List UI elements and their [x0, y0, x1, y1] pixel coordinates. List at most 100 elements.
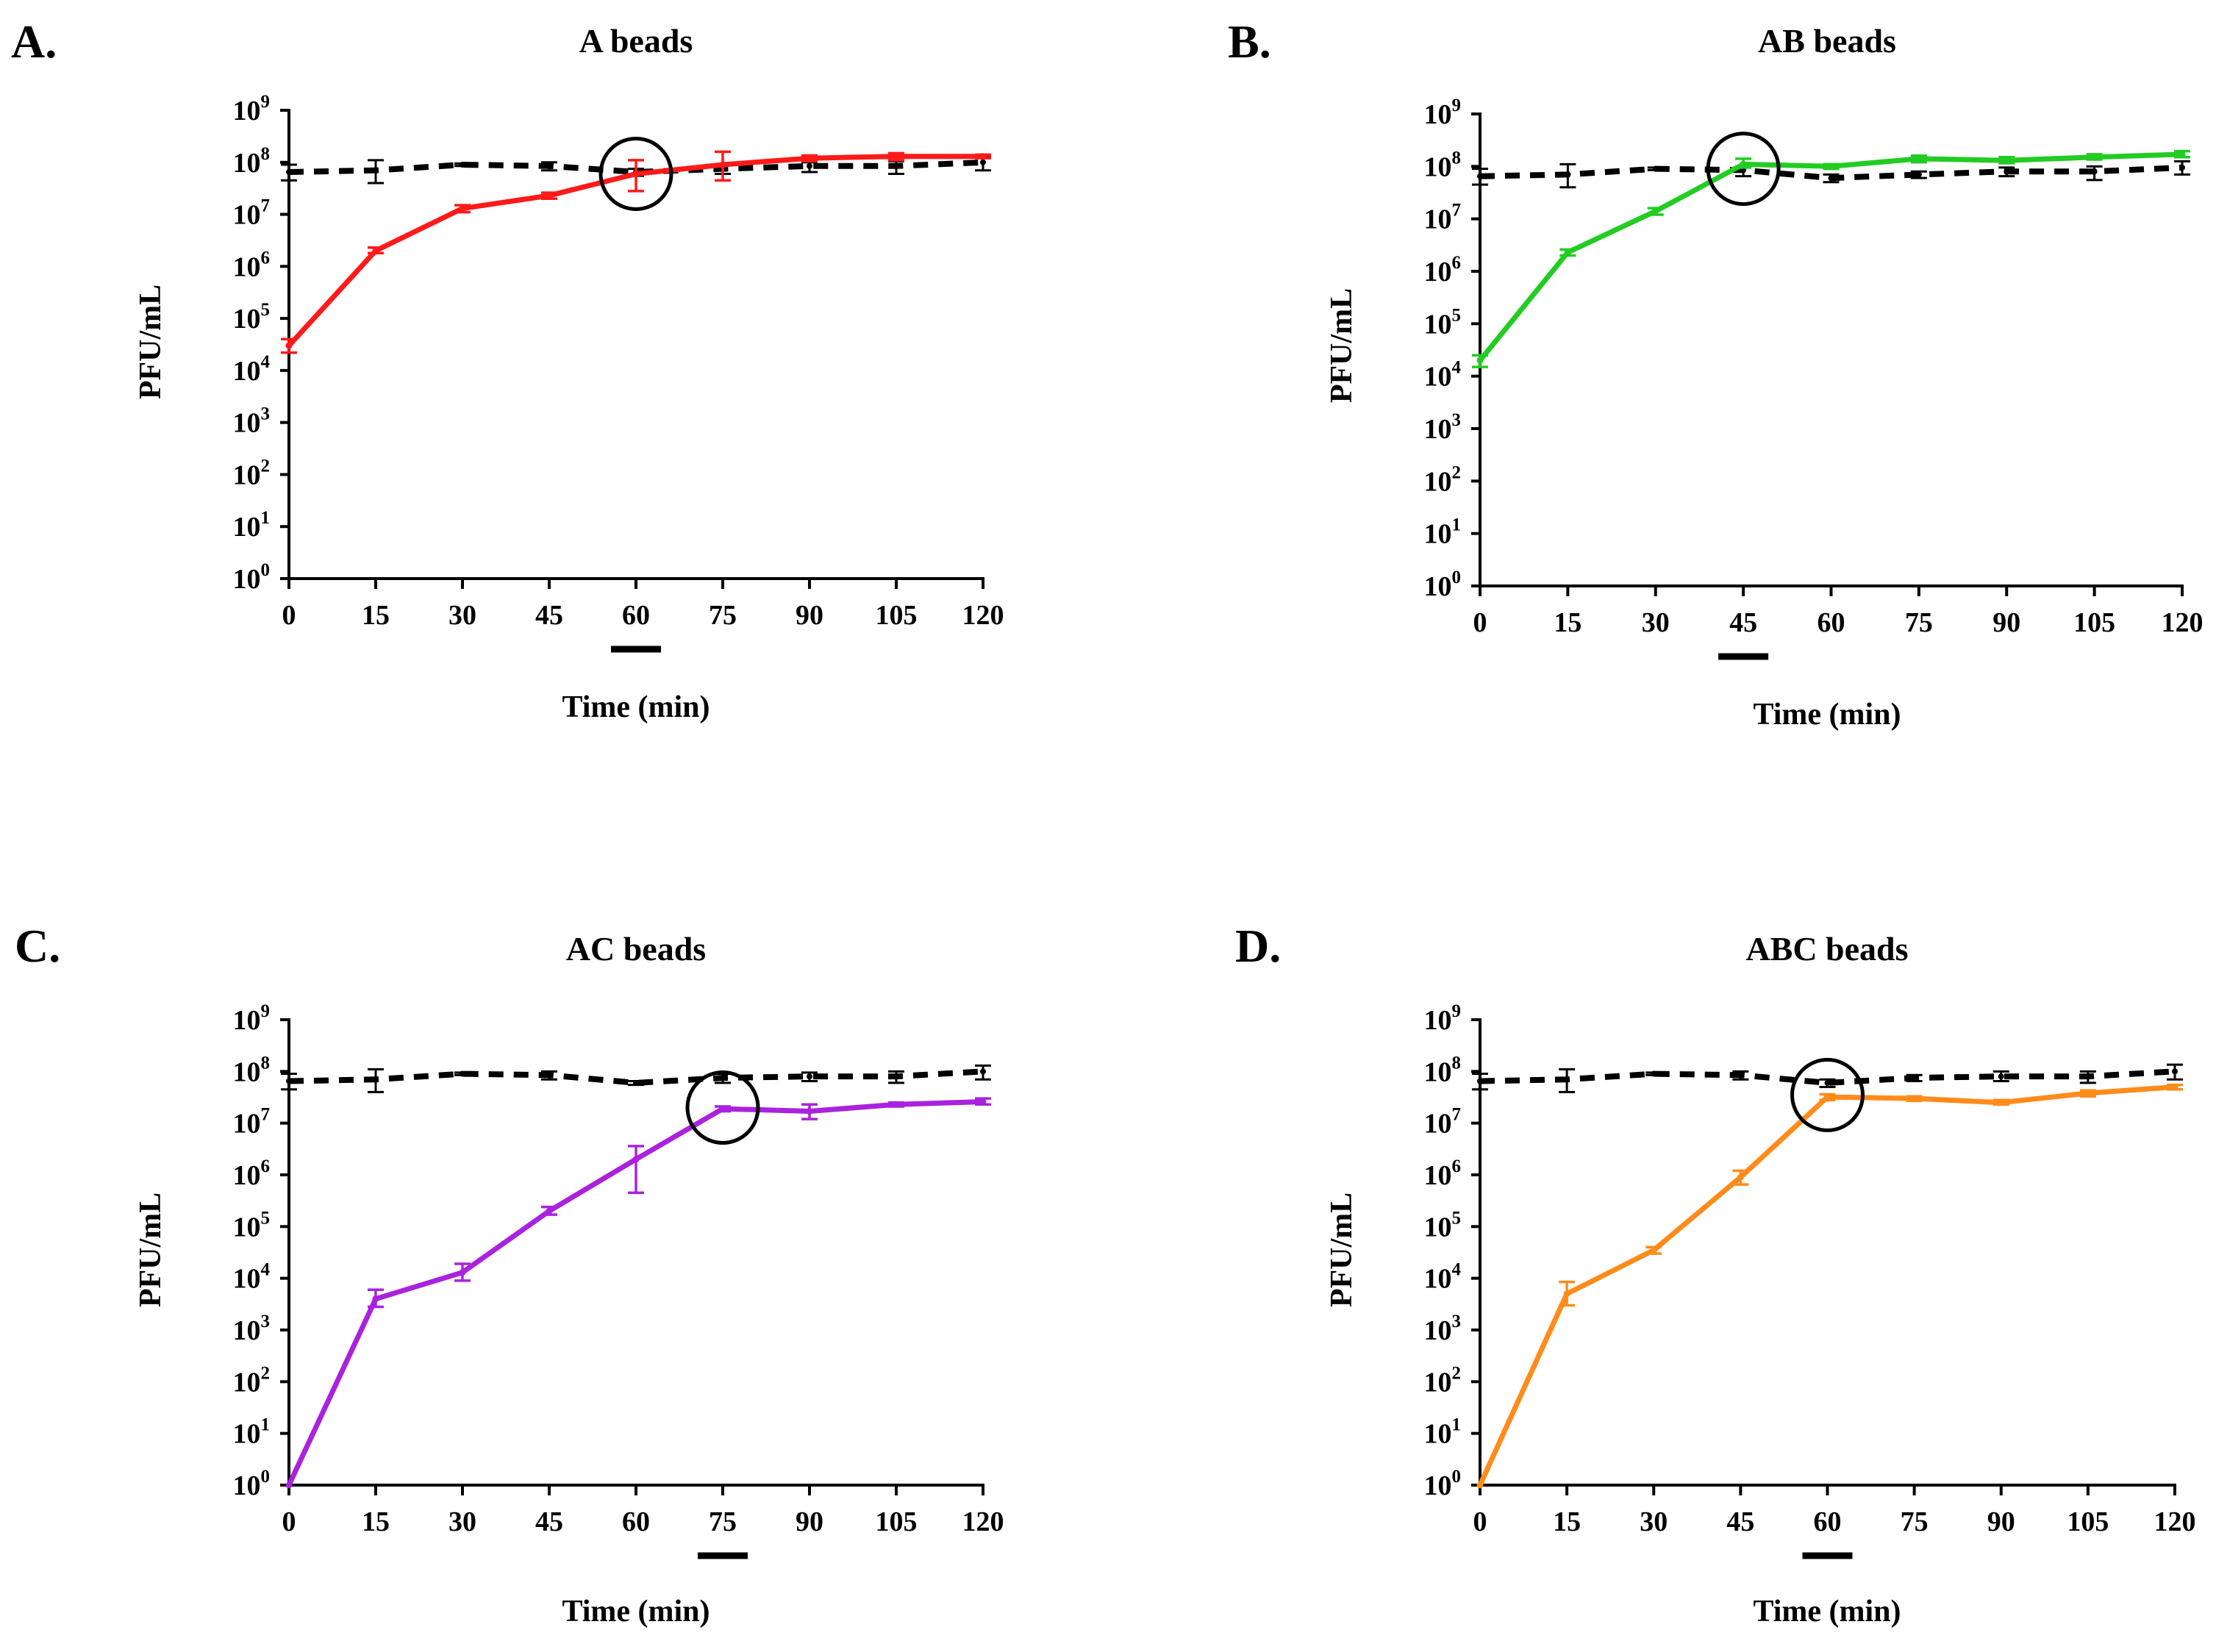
control-data-point [2172, 1068, 2178, 1075]
y-tick-base: 10 [1424, 1212, 1452, 1242]
beads-data-point [1652, 207, 1659, 215]
y-tick-base: 10 [233, 460, 261, 490]
x-tick-label: 45 [535, 600, 563, 631]
y-tick-exponent: 0 [261, 560, 271, 580]
control-data-point [980, 159, 986, 165]
y-tick-exponent: 4 [1452, 1260, 1462, 1280]
chart-title: ABC beads [1745, 930, 1908, 968]
y-tick-exponent: 9 [1452, 96, 1462, 115]
x-tick-label: 120 [962, 1506, 1004, 1537]
y-tick-exponent: 1 [1452, 1415, 1462, 1435]
y-tick-exponent: 6 [261, 1156, 271, 1176]
control-data-point [286, 1078, 292, 1084]
y-tick-label: 108 [233, 144, 271, 179]
y-tick-label: 102 [233, 456, 271, 490]
x-tick-label: 0 [1473, 607, 1487, 638]
beads-series-line [1478, 151, 2183, 362]
control-data-point [1998, 1073, 2004, 1080]
beads-data-point [632, 1156, 640, 1163]
y-tick-base: 10 [1424, 1005, 1452, 1036]
y-tick-label: 100 [233, 1467, 271, 1501]
x-tick-label: 75 [709, 600, 737, 631]
y-tick-label: 102 [233, 1363, 271, 1398]
x-axis-label: Time (min) [1753, 698, 1901, 732]
control-data-point [893, 162, 899, 169]
control-data-point [2084, 1073, 2091, 1080]
y-tick-exponent: 5 [261, 300, 271, 320]
y-tick-label: 104 [1424, 1260, 1462, 1295]
beads-data-point [632, 170, 640, 177]
control-data-point [286, 169, 292, 176]
y-tick-label: 100 [233, 560, 271, 595]
chart-title: AC beads [566, 930, 706, 968]
y-axis-label: PFU/mL [1325, 288, 1359, 403]
x-tick-label: 0 [282, 600, 296, 631]
y-tick-base: 10 [1424, 571, 1452, 602]
x-tick-label: 75 [1901, 1506, 1929, 1537]
y-tick-label: 107 [233, 196, 271, 231]
x-tick-label: 30 [448, 600, 476, 631]
y-tick-base: 10 [1424, 1315, 1452, 1346]
y-tick-base: 10 [1424, 1109, 1452, 1140]
control-series-line [1479, 1068, 2176, 1086]
y-tick-base: 10 [233, 148, 261, 179]
x-tick-label: 105 [2067, 1506, 2109, 1537]
panel-d: D. ABC beads Time (min) PFU/mL 100101102… [1235, 920, 2196, 1628]
control-data-point [1565, 171, 1571, 178]
control-data-point [1828, 175, 1834, 182]
control-data-point [1477, 173, 1483, 179]
control-data-point [373, 1076, 379, 1083]
beads-data-point [372, 1295, 379, 1303]
y-tick-exponent: 2 [261, 456, 271, 476]
x-tick-label: 0 [282, 1506, 296, 1537]
highlight-circle [598, 136, 673, 211]
control-data-point [460, 1070, 465, 1077]
panel-letter: D. [1235, 920, 1281, 972]
x-tick-label: 30 [1642, 607, 1670, 638]
y-tick-exponent: 3 [261, 404, 271, 424]
y-tick-label: 101 [1424, 1415, 1462, 1450]
chart-title: AB beads [1758, 22, 1896, 60]
beads-data-point [1911, 1095, 1918, 1102]
y-tick-exponent: 2 [1452, 462, 1462, 482]
y-axis-label: PFU/mL [134, 285, 168, 399]
x-tick-label: 0 [1473, 1506, 1487, 1537]
y-tick-label: 103 [1424, 1312, 1462, 1346]
y-tick-exponent: 8 [261, 1053, 271, 1073]
x-tick-label: 60 [622, 1506, 650, 1537]
x-tick-label: 75 [709, 1506, 737, 1537]
y-tick-label: 109 [1424, 1001, 1462, 1036]
x-axis-label: Time (min) [562, 1595, 710, 1628]
y-tick-base: 10 [1424, 519, 1452, 550]
y-tick-exponent: 2 [261, 1363, 271, 1383]
y-tick-label: 109 [233, 92, 271, 126]
beads-data-point [979, 1098, 987, 1105]
x-tick-label: 120 [2162, 607, 2204, 638]
panel-letter: B. [1228, 15, 1271, 68]
highlight-circle [685, 1070, 760, 1145]
panel-c: C. AC beads Time (min) PFU/mL 1001011021… [15, 920, 1004, 1628]
beads-series-line [1477, 1084, 2176, 1487]
x-tick-label: 90 [1987, 1506, 2015, 1537]
y-tick-exponent: 3 [1452, 1312, 1462, 1331]
y-tick-label: 106 [1424, 253, 1462, 287]
x-tick-label: 60 [622, 600, 650, 631]
beads-data-point [1737, 1173, 1744, 1181]
x-tick-label: 120 [962, 600, 1004, 631]
beads-data-point [719, 1105, 726, 1112]
control-data-point [633, 1079, 639, 1086]
y-tick-label: 104 [233, 1260, 271, 1295]
y-tick-label: 107 [1424, 1105, 1462, 1140]
x-axis-label: Time (min) [562, 690, 710, 724]
x-tick-label: 75 [1905, 607, 1933, 638]
beads-data-point [2084, 1090, 2092, 1097]
y-tick-base: 10 [233, 96, 261, 126]
beads-data-point [2091, 154, 2098, 161]
y-axis-label: PFU/mL [134, 1192, 168, 1307]
beads-data-point [893, 153, 900, 160]
beads-data-point [1564, 248, 1571, 256]
beads-data-point [1650, 1246, 1657, 1254]
y-tick-base: 10 [1424, 309, 1452, 340]
control-series-line [288, 159, 984, 175]
